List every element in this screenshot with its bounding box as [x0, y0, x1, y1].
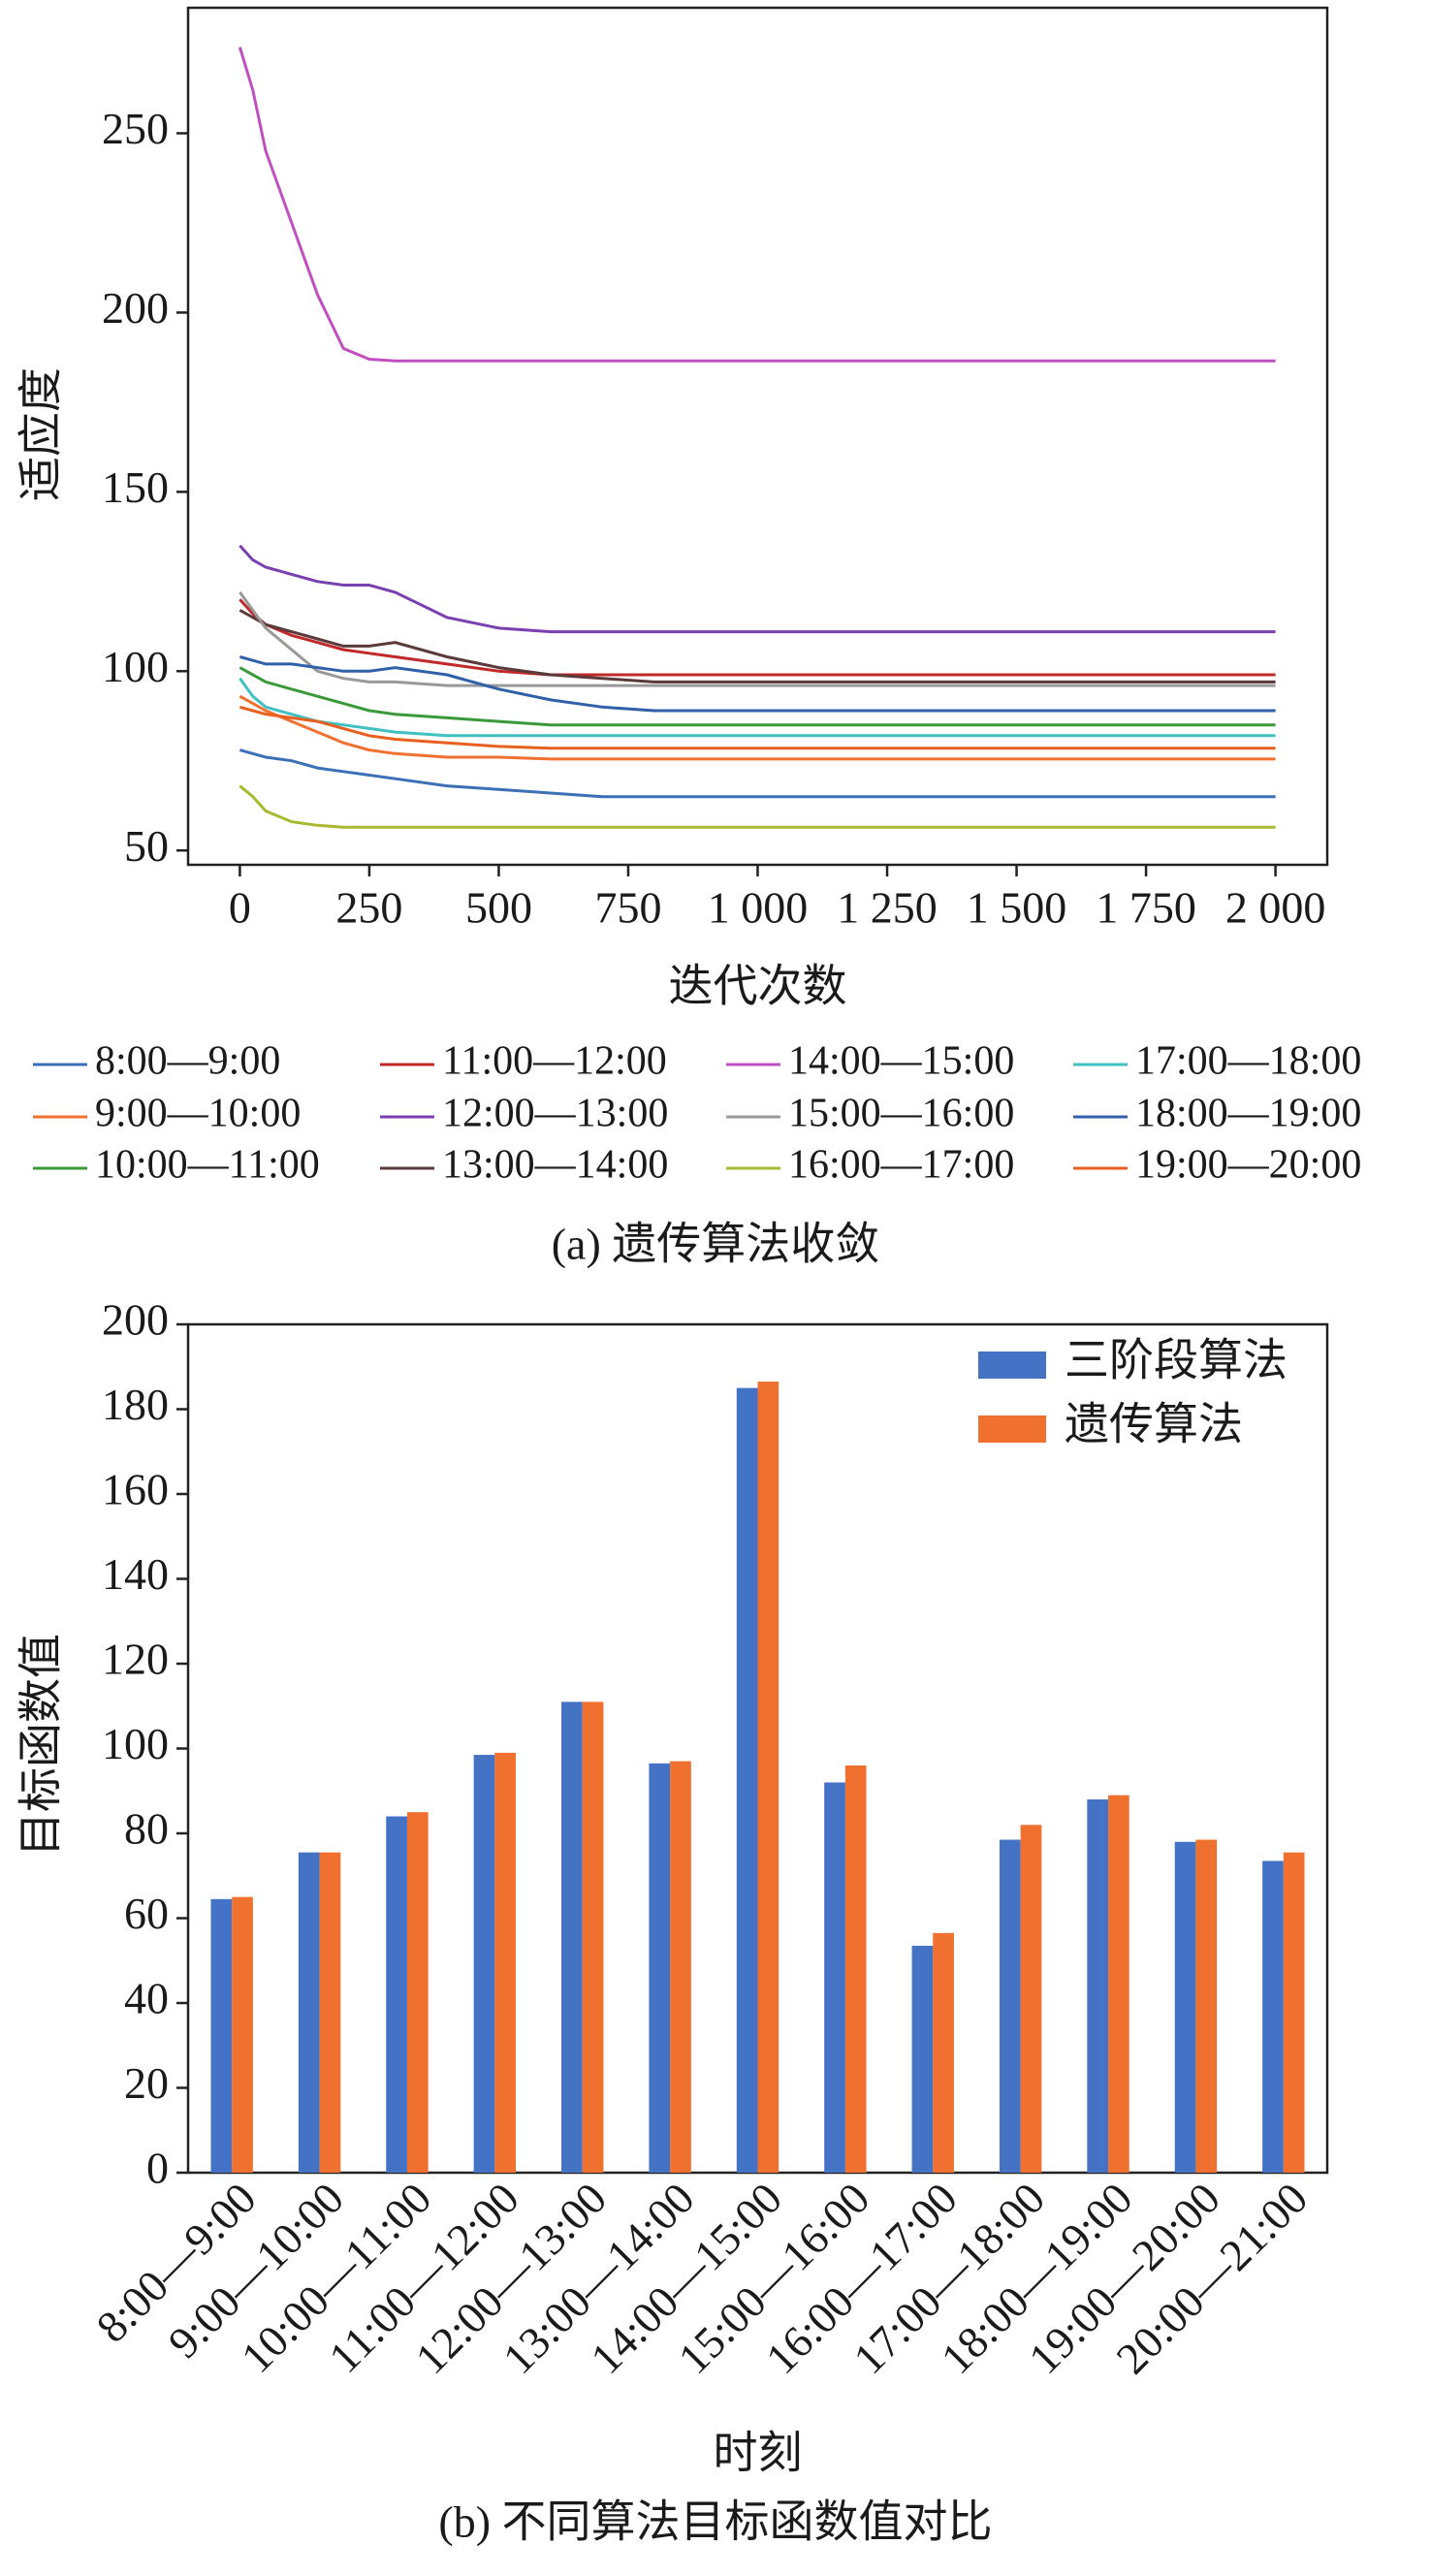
x-tick-label: 1 500	[967, 883, 1067, 933]
y-tick-label: 120	[102, 1635, 169, 1684]
bar	[670, 1761, 691, 2173]
bar	[824, 1782, 845, 2173]
legend-label: 10:00—11:00	[95, 1143, 320, 1188]
y-tick-label: 20	[124, 2058, 169, 2108]
legend-label: 18:00—19:00	[1135, 1092, 1361, 1136]
legend-label: 11:00—12:00	[442, 1039, 667, 1084]
bar	[999, 1839, 1021, 2173]
bar	[210, 1898, 233, 2173]
x-tick-label: 2 000	[1225, 883, 1326, 933]
legend-label: 12:00—13:00	[442, 1092, 668, 1136]
y-tick-label: 140	[102, 1549, 169, 1599]
legend-label: 8:00—9:00	[95, 1039, 280, 1084]
bar	[1108, 1795, 1129, 2173]
y-tick-label: 60	[124, 1889, 169, 1938]
bar	[1195, 1839, 1218, 2173]
x-axis-label: 迭代次数	[669, 962, 847, 1011]
x-tick-label: 1 000	[708, 883, 809, 933]
bar	[736, 1387, 758, 2173]
legend-label: 9:00—10:00	[95, 1092, 301, 1136]
x-tick-label: 0	[229, 883, 251, 933]
x-tick-label: 250	[335, 883, 402, 933]
legend-label: 三阶段算法	[1065, 1336, 1288, 1385]
y-tick-label: 100	[102, 642, 169, 691]
series-line	[238, 598, 1276, 677]
y-tick-label: 40	[124, 1974, 169, 2023]
bar	[933, 1932, 954, 2173]
bar	[649, 1763, 671, 2173]
bar	[1262, 1860, 1284, 2173]
bar	[386, 1816, 407, 2173]
caption: (b) 不同算法目标函数值对比	[438, 2497, 992, 2547]
bar	[1020, 1825, 1042, 2173]
bar	[319, 1852, 341, 2173]
series-line	[238, 47, 1276, 363]
bar	[911, 1945, 934, 2173]
y-tick-label: 100	[102, 1719, 169, 1768]
bar	[582, 1701, 604, 2173]
bar	[406, 1812, 429, 2173]
x-tick-label: 750	[594, 883, 661, 933]
series-line	[239, 705, 1276, 750]
bar	[1283, 1852, 1305, 2173]
bar	[561, 1701, 583, 2173]
series-line	[238, 666, 1276, 727]
bar	[232, 1896, 253, 2173]
series-line	[238, 784, 1276, 829]
x-axis-label: 时刻	[714, 2429, 803, 2478]
legend-label: 15:00—16:00	[788, 1092, 1014, 1136]
y-tick-label: 250	[102, 104, 169, 153]
x-tick-label: 1 750	[1096, 883, 1196, 933]
bar	[757, 1382, 779, 2173]
x-tick-label: 500	[465, 883, 532, 933]
series-line	[239, 655, 1276, 713]
y-tick-label: 160	[102, 1465, 169, 1514]
bar	[844, 1765, 867, 2173]
bar	[1087, 1799, 1109, 2173]
legend-label: 16:00—17:00	[788, 1143, 1014, 1188]
series-line	[238, 609, 1276, 684]
y-tick-label: 50	[124, 821, 169, 871]
caption: (a) 遗传算法收敛	[552, 1220, 880, 1269]
series-line	[239, 748, 1276, 799]
y-tick-label: 0	[146, 2144, 169, 2193]
y-axis-label: 目标函数值	[16, 1634, 66, 1857]
legend-swatch	[978, 1352, 1046, 1379]
y-tick-label: 200	[102, 283, 169, 333]
y-tick-label: 200	[102, 1295, 169, 1345]
legend-label: 13:00—14:00	[442, 1143, 668, 1188]
legend-label: 17:00—18:00	[1135, 1039, 1361, 1084]
bar	[494, 1752, 517, 2173]
series-line	[238, 544, 1276, 634]
y-axis-label: 适应度	[16, 367, 66, 501]
y-tick-label: 150	[102, 462, 169, 512]
y-tick-label: 180	[102, 1380, 169, 1429]
bar	[298, 1852, 320, 2173]
bar	[473, 1755, 495, 2173]
series-line	[238, 677, 1276, 738]
x-tick-label: 1 250	[837, 883, 938, 933]
legend-label: 19:00—20:00	[1135, 1143, 1361, 1188]
legend-label: 14:00—15:00	[788, 1039, 1014, 1084]
y-tick-label: 80	[124, 1804, 169, 1854]
legend-label: 遗传算法	[1065, 1400, 1243, 1449]
bar	[1174, 1841, 1196, 2173]
legend-swatch	[978, 1415, 1046, 1443]
series-line	[238, 591, 1276, 687]
